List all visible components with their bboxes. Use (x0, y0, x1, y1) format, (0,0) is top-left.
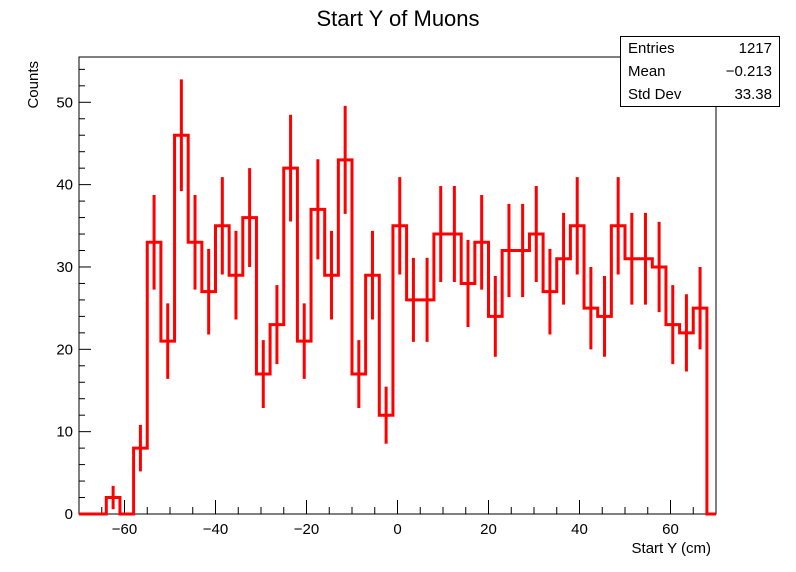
y-tick-label: 20 (56, 341, 73, 358)
error-bars (111, 79, 702, 510)
x-tick-label: −40 (203, 521, 228, 538)
y-axis-label: Counts (25, 61, 42, 109)
stats-mean-label: Mean (628, 63, 666, 80)
stats-stddev-value: 33.38 (734, 86, 772, 103)
stats-row-stddev: Std Dev 33.38 (621, 83, 779, 105)
x-tick-label: −20 (294, 521, 319, 538)
y-tick-label: 40 (56, 177, 73, 194)
stats-entries-label: Entries (628, 40, 675, 57)
stats-box: Entries 1217 Mean −0.213 Std Dev 33.38 (620, 36, 780, 107)
stats-row-entries: Entries 1217 (621, 37, 779, 59)
y-tick-label: 50 (56, 94, 73, 111)
chart-title: Start Y of Muons (316, 6, 480, 31)
x-tick-label: 0 (393, 521, 401, 538)
histogram-outline (79, 133, 716, 516)
x-tick-label: −60 (112, 521, 137, 538)
stats-stddev-label: Std Dev (628, 86, 682, 103)
stats-mean-value: −0.213 (725, 63, 772, 80)
y-tick-label: 0 (65, 506, 73, 523)
stats-entries-value: 1217 (738, 40, 772, 57)
x-tick-label: 60 (662, 521, 679, 538)
x-tick-label: 40 (571, 521, 588, 538)
stats-row-mean: Mean −0.213 (621, 60, 779, 82)
y-tick-label: 30 (56, 259, 73, 276)
x-axis-label: Start Y (cm) (632, 540, 711, 557)
x-tick-label: 20 (480, 521, 497, 538)
y-tick-label: 10 (56, 424, 73, 441)
